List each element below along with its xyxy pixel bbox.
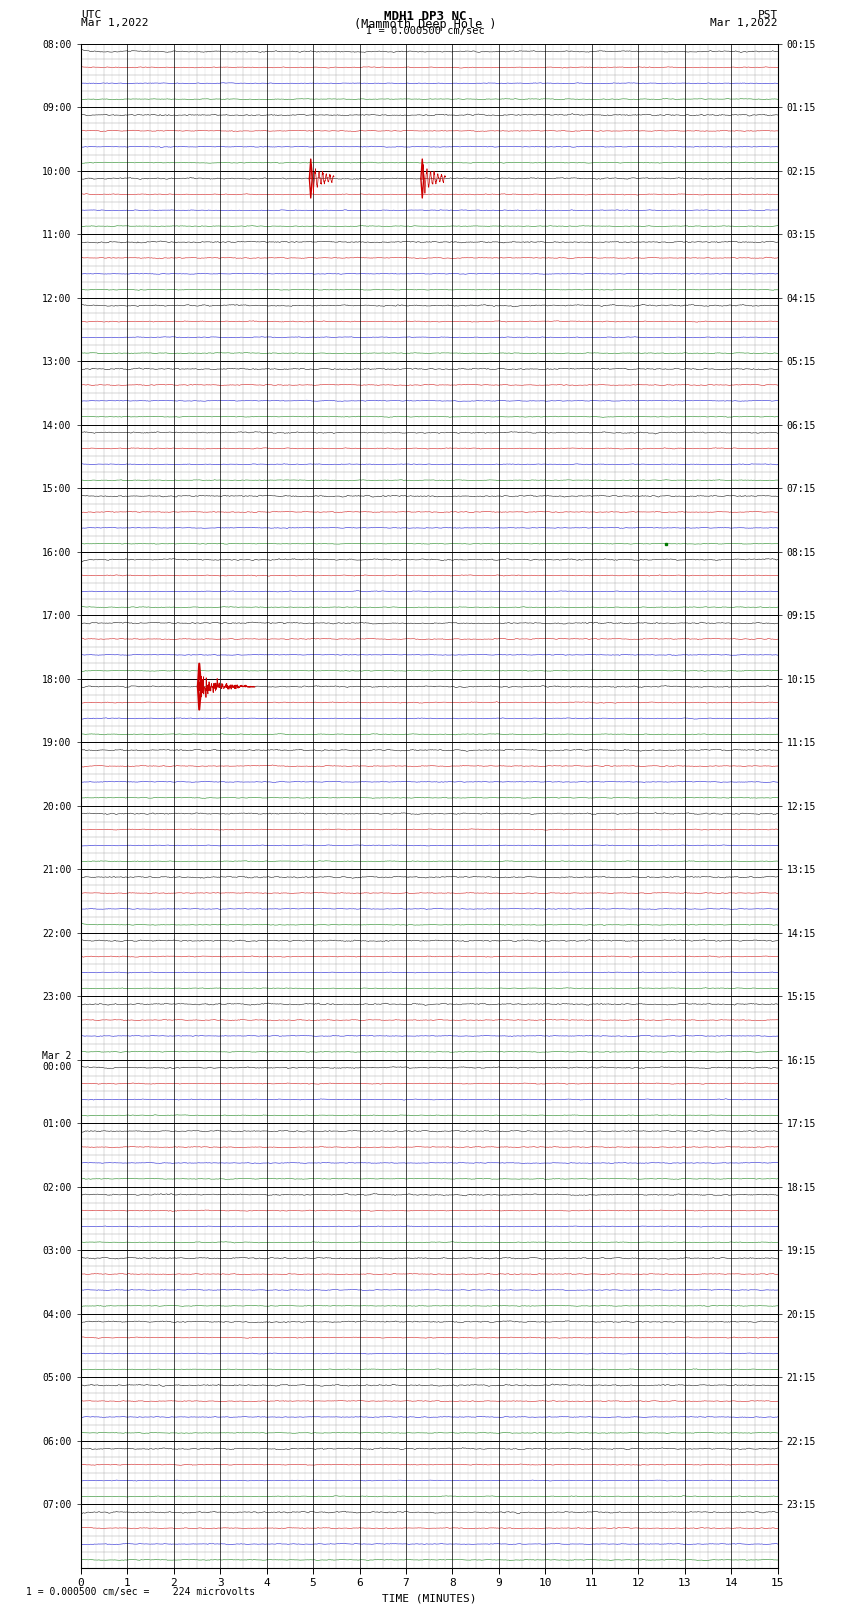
Text: PST: PST <box>757 10 778 19</box>
Text: I = 0.000500 cm/sec: I = 0.000500 cm/sec <box>366 26 484 35</box>
Text: Mar 1,2022: Mar 1,2022 <box>81 18 148 27</box>
Text: 1 = 0.000500 cm/sec =    224 microvolts: 1 = 0.000500 cm/sec = 224 microvolts <box>26 1587 255 1597</box>
Text: Mar 1,2022: Mar 1,2022 <box>711 18 778 27</box>
Text: (Mammoth Deep Hole ): (Mammoth Deep Hole ) <box>354 18 496 31</box>
Text: MDH1 DP3 NC: MDH1 DP3 NC <box>383 10 467 23</box>
X-axis label: TIME (MINUTES): TIME (MINUTES) <box>382 1594 477 1603</box>
Text: UTC: UTC <box>81 10 101 19</box>
